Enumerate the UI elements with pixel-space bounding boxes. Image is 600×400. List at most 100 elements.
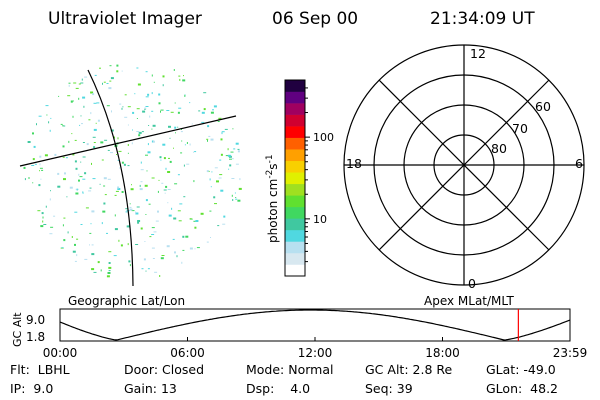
image-pixel [168, 157, 170, 159]
image-pixel [183, 164, 185, 167]
image-pixel [189, 143, 191, 146]
image-pixel [210, 111, 214, 114]
image-pixel [82, 192, 84, 194]
image-pixel [165, 185, 168, 188]
colorbar-cell [285, 126, 305, 138]
image-pixel [158, 179, 160, 181]
image-pixel [186, 163, 190, 165]
image-pixel [234, 192, 236, 194]
image-pixel [129, 203, 131, 205]
image-pixel [162, 84, 164, 87]
image-pixel [193, 151, 194, 153]
image-pixel [91, 244, 94, 246]
image-pixel [39, 167, 43, 169]
image-pixel [99, 67, 101, 69]
colorbar: 100 10 photon cm-2s-1 [265, 79, 334, 277]
image-pixel [118, 239, 120, 242]
image-pixel [178, 75, 181, 77]
image-pixel [131, 210, 135, 212]
image-pixel [180, 131, 183, 133]
image-pixel [94, 74, 97, 76]
image-pixel [72, 115, 74, 118]
image-pixel [223, 215, 226, 218]
image-pixel [213, 196, 216, 199]
image-pixel [136, 118, 138, 119]
image-pixel [116, 154, 117, 155]
image-pixel [91, 162, 92, 165]
image-pixel [228, 168, 230, 170]
image-pixel [147, 268, 150, 270]
image-pixel [33, 145, 36, 148]
image-pixel [200, 212, 204, 215]
image-pixel [180, 152, 183, 154]
image-pixel [85, 207, 89, 209]
image-pixel [91, 268, 95, 271]
image-pixel [214, 203, 217, 205]
image-pixel [75, 192, 79, 195]
mlat-label-80: 80 [491, 141, 507, 156]
image-pixel [140, 227, 143, 230]
image-pixel [179, 203, 183, 205]
image-pixel [92, 93, 95, 96]
image-pixel [151, 247, 155, 249]
image-pixel [129, 208, 133, 211]
image-pixel [151, 110, 154, 112]
image-pixel [108, 266, 112, 269]
image-pixel [107, 149, 110, 151]
image-pixel [158, 102, 161, 105]
image-pixel [80, 115, 82, 117]
timeline-ylabel: GC Alt [11, 312, 24, 347]
colorbar-cell [285, 195, 305, 208]
mlt-label-6: 6 [575, 156, 583, 171]
image-pixel [43, 224, 47, 225]
image-pixel [140, 169, 144, 171]
image-pixel [159, 156, 162, 159]
image-pixel [50, 117, 52, 119]
image-pixel [42, 216, 44, 219]
image-pixel [32, 132, 34, 135]
image-pixel [74, 139, 77, 141]
image-pixel [174, 102, 176, 104]
image-pixel [121, 107, 123, 110]
image-pixel [88, 119, 91, 121]
image-pixel [54, 153, 57, 156]
image-pixel [163, 157, 166, 160]
image-pixel [104, 194, 107, 196]
image-pixel [97, 119, 100, 122]
image-pixel [125, 208, 129, 210]
image-pixel [78, 83, 81, 85]
image-pixel [31, 165, 35, 166]
image-pixel [93, 146, 96, 149]
image-pixel [24, 178, 26, 181]
timeline-x-tick-label: 23:59 [553, 346, 588, 360]
image-pixel [157, 190, 159, 193]
image-pixel [184, 144, 186, 146]
image-pixel [178, 107, 182, 109]
image-pixel [145, 199, 148, 202]
image-pixel [131, 184, 132, 186]
image-pixel [113, 255, 117, 257]
image-pixel [41, 169, 44, 171]
image-pixel [23, 166, 26, 169]
image-pixel [106, 275, 110, 278]
image-pixel [207, 125, 210, 128]
image-pixel [82, 96, 86, 99]
image-pixel [32, 158, 35, 161]
image-pixel [235, 142, 239, 145]
image-pixel [49, 129, 51, 132]
image-pixel [153, 81, 155, 83]
image-pixel [232, 199, 234, 201]
image-pixel [147, 151, 151, 154]
image-pixel [144, 184, 148, 187]
image-pixel [80, 82, 84, 84]
image-pixel [155, 220, 159, 222]
image-pixel [168, 125, 171, 128]
colorbar-cell [285, 80, 305, 92]
image-pixel [46, 114, 48, 116]
image-pixel [169, 160, 172, 163]
image-pixel [195, 220, 199, 222]
image-pixel [118, 150, 122, 152]
colorbar-cell [285, 183, 305, 196]
image-pixel [238, 187, 242, 190]
